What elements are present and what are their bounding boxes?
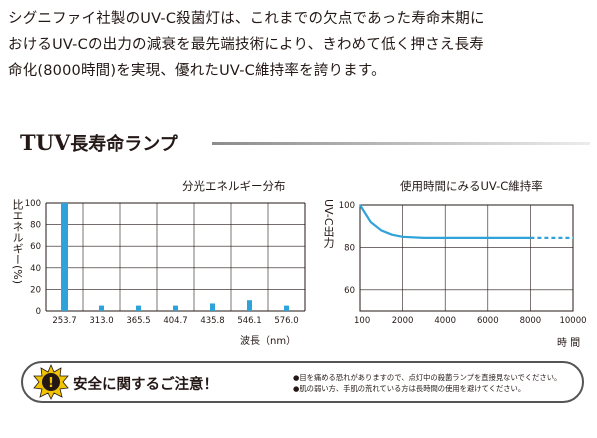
spectral-x-ticks: 253.7 313.0 365.5 404.7 435.8 546.1 576.0 <box>52 316 298 326</box>
spectral-bar <box>210 303 215 311</box>
spectral-x-tick-label: 365.5 <box>126 316 150 326</box>
spectral-x-tick-label: 313.0 <box>89 316 113 326</box>
maintenance-series-line <box>359 204 531 239</box>
spectral-y-ticks: 0 20 40 60 80 100 <box>25 199 41 317</box>
maintenance-x-tick-label: 4000 <box>434 316 456 326</box>
maintenance-chart-title: 使用時間にみるUV-C維持率 <box>400 179 543 193</box>
section-title-jp: 長寿命ランプ <box>70 134 178 155</box>
maintenance-chart: 60 80 100 100 2000 4000 6000 8000 10000 <box>339 201 587 326</box>
spectral-y-tick-label: 40 <box>30 264 41 274</box>
maintenance-x-tick-label: 10000 <box>559 316 586 326</box>
maintenance-y-tick-label: 100 <box>339 201 355 211</box>
spectral-grid <box>45 202 306 312</box>
safety-notice-heading: 安全に関するご注意！ <box>73 377 218 393</box>
spectral-bar <box>99 305 104 311</box>
spectral-y-tick-label: 0 <box>36 307 41 317</box>
maintenance-y-ticks: 60 80 100 <box>339 201 355 296</box>
section-title: TUV長寿命ランプ <box>20 130 178 156</box>
spectral-bars <box>61 203 289 311</box>
warning-burst-icon: ! <box>33 364 69 400</box>
maintenance-y-axis-label: UV-C出力 <box>322 199 335 248</box>
safety-note: ●目を痛める恐れがありますので、点灯中の殺菌ランプを直接見ないでください。 <box>293 373 562 382</box>
maintenance-line <box>359 204 573 239</box>
intro-line: おけるUV-Cの出力の減衰を最先端技術により、きわめて低く押さえ長寿 <box>8 37 484 53</box>
maintenance-x-tick-label: 100 <box>354 316 370 326</box>
maintenance-y-tick-label: 80 <box>344 243 355 253</box>
spectral-x-tick-label: 546.1 <box>237 316 261 326</box>
intro-paragraph: シグニファイ社製のUV-C殺菌灯は、これまでの欠点であった寿命末期に おけるUV… <box>8 6 594 84</box>
warning-symbol: ! <box>48 376 54 391</box>
intro-line: 命化(8000時間)を実現、優れたUV-C維持率を誇ります。 <box>8 63 386 79</box>
maintenance-frame <box>359 204 574 312</box>
spectral-bar <box>173 305 178 311</box>
spectral-y-axis-label: 比エネルギー(%) <box>11 199 24 285</box>
intro-line: シグニファイ社製のUV-C殺菌灯は、これまでの欠点であった寿命末期に <box>8 11 485 27</box>
section-title-latin: TUV <box>20 130 71 155</box>
spectral-chart-title: 分光エネルギー分布 <box>182 179 286 193</box>
spectral-bar <box>136 305 141 311</box>
maintenance-x-tick-label: 2000 <box>392 316 414 326</box>
spectral-y-tick-label: 80 <box>30 221 41 231</box>
spectral-x-tick-label: 576.0 <box>274 316 298 326</box>
safety-notice: ! 安全に関するご注意！ ●目を痛める恐れがありますので、点灯中の殺菌ランプを直… <box>21 361 584 403</box>
spectral-x-tick-label: 253.7 <box>52 316 76 326</box>
section-divider <box>212 142 590 145</box>
safety-notice-notes: ●目を痛める恐れがありますので、点灯中の殺菌ランプを直接見ないでください。 ●肌… <box>293 372 561 394</box>
spectral-x-tick-label: 435.8 <box>200 316 224 326</box>
spectral-y-tick-label: 60 <box>30 242 41 252</box>
spectral-chart: 0 20 40 60 80 100 253.7 313.0 365.5 404.7 435.8 54… <box>25 199 306 326</box>
spectral-bar <box>61 203 68 311</box>
safety-note: ●肌の弱い方、手肌の荒れている方は長時間の使用を避けてください。 <box>293 384 526 393</box>
spectral-y-tick-label: 100 <box>25 199 41 209</box>
spectral-y-tick-label: 20 <box>30 285 41 295</box>
spectral-x-axis-label: 波長（nm） <box>240 336 297 347</box>
spectral-bar <box>284 305 289 311</box>
spectral-x-tick-label: 404.7 <box>163 316 187 326</box>
maintenance-x-tick-label: 6000 <box>477 316 499 326</box>
maintenance-x-axis-label: 時 間 <box>557 338 581 349</box>
spectral-bar <box>247 300 252 311</box>
maintenance-y-tick-label: 60 <box>344 286 355 296</box>
maintenance-grid <box>359 204 574 312</box>
maintenance-x-ticks: 100 2000 4000 6000 8000 10000 <box>354 316 587 326</box>
maintenance-x-tick-label: 8000 <box>520 316 542 326</box>
